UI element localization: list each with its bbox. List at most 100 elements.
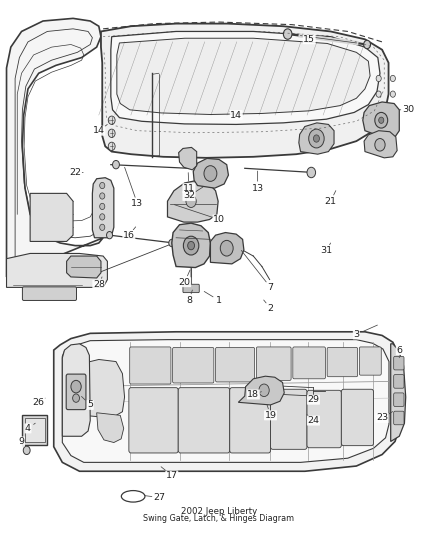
- Circle shape: [390, 75, 396, 82]
- Circle shape: [307, 167, 315, 177]
- Polygon shape: [97, 413, 124, 442]
- Circle shape: [220, 240, 233, 256]
- Circle shape: [309, 129, 324, 148]
- Circle shape: [376, 75, 381, 82]
- Polygon shape: [54, 332, 399, 471]
- Circle shape: [187, 241, 194, 250]
- Text: 27: 27: [153, 493, 165, 502]
- Text: 1: 1: [216, 296, 222, 305]
- Text: 17: 17: [166, 471, 178, 480]
- Polygon shape: [92, 177, 114, 238]
- Polygon shape: [73, 359, 124, 418]
- FancyBboxPatch shape: [183, 284, 199, 293]
- Polygon shape: [62, 340, 389, 463]
- Circle shape: [100, 224, 105, 230]
- Circle shape: [100, 182, 105, 189]
- Circle shape: [186, 195, 196, 207]
- FancyBboxPatch shape: [25, 418, 45, 442]
- FancyBboxPatch shape: [173, 348, 214, 383]
- FancyBboxPatch shape: [129, 387, 178, 453]
- FancyBboxPatch shape: [66, 374, 86, 410]
- Polygon shape: [179, 148, 197, 170]
- Circle shape: [100, 214, 105, 220]
- Circle shape: [184, 236, 199, 255]
- Text: 3: 3: [353, 330, 360, 339]
- Polygon shape: [391, 344, 406, 441]
- Text: 13: 13: [251, 184, 264, 192]
- Circle shape: [100, 193, 105, 199]
- FancyBboxPatch shape: [293, 347, 325, 379]
- FancyBboxPatch shape: [230, 387, 271, 453]
- FancyBboxPatch shape: [130, 347, 171, 384]
- FancyBboxPatch shape: [271, 389, 307, 449]
- Polygon shape: [67, 256, 101, 278]
- Text: 14: 14: [93, 126, 105, 135]
- Text: 16: 16: [123, 231, 135, 240]
- Polygon shape: [101, 23, 389, 158]
- Circle shape: [283, 29, 292, 39]
- FancyBboxPatch shape: [394, 411, 404, 425]
- Polygon shape: [30, 193, 73, 241]
- FancyBboxPatch shape: [307, 390, 341, 448]
- Circle shape: [71, 381, 81, 393]
- Text: 21: 21: [325, 197, 336, 206]
- Polygon shape: [238, 376, 284, 405]
- Circle shape: [376, 91, 381, 97]
- Polygon shape: [364, 131, 397, 158]
- Text: 31: 31: [320, 246, 332, 255]
- Text: 2002 Jeep Liberty: 2002 Jeep Liberty: [181, 507, 257, 516]
- FancyBboxPatch shape: [359, 347, 381, 375]
- Text: Swing Gate, Latch, & Hinges Diagram: Swing Gate, Latch, & Hinges Diagram: [143, 514, 295, 523]
- FancyBboxPatch shape: [327, 348, 358, 377]
- Circle shape: [108, 116, 115, 124]
- Text: 18: 18: [247, 390, 259, 399]
- Polygon shape: [62, 344, 90, 436]
- Text: 8: 8: [186, 296, 192, 305]
- Text: 26: 26: [33, 398, 45, 407]
- Text: 10: 10: [213, 215, 225, 224]
- Circle shape: [375, 139, 385, 151]
- FancyBboxPatch shape: [394, 393, 404, 407]
- Text: 7: 7: [268, 283, 273, 292]
- Circle shape: [375, 112, 388, 128]
- FancyBboxPatch shape: [341, 389, 374, 446]
- Text: 23: 23: [376, 414, 388, 423]
- Polygon shape: [363, 102, 399, 139]
- Text: 4: 4: [25, 424, 31, 433]
- Text: 19: 19: [265, 411, 276, 420]
- Polygon shape: [7, 19, 103, 277]
- Circle shape: [100, 203, 105, 209]
- Text: 30: 30: [402, 106, 414, 114]
- Circle shape: [73, 394, 80, 402]
- Circle shape: [259, 384, 269, 397]
- Text: 22: 22: [69, 168, 81, 177]
- Circle shape: [379, 117, 384, 123]
- Text: 2: 2: [268, 304, 273, 313]
- Text: 28: 28: [93, 280, 105, 289]
- Text: 15: 15: [303, 35, 315, 44]
- Circle shape: [390, 91, 396, 97]
- Polygon shape: [193, 158, 229, 188]
- Text: 6: 6: [396, 345, 402, 354]
- Text: 5: 5: [87, 400, 93, 409]
- Text: 9: 9: [18, 437, 25, 446]
- Circle shape: [169, 239, 175, 247]
- Text: 32: 32: [183, 191, 195, 200]
- FancyBboxPatch shape: [215, 348, 254, 382]
- Text: 14: 14: [230, 110, 242, 119]
- FancyBboxPatch shape: [394, 375, 404, 388]
- FancyBboxPatch shape: [256, 347, 291, 381]
- Circle shape: [108, 142, 115, 150]
- Text: 29: 29: [307, 395, 319, 404]
- Polygon shape: [172, 223, 210, 268]
- FancyBboxPatch shape: [22, 287, 77, 301]
- Text: 20: 20: [179, 278, 191, 287]
- Circle shape: [23, 446, 30, 455]
- Circle shape: [108, 129, 115, 138]
- Polygon shape: [7, 254, 107, 287]
- Text: 13: 13: [131, 199, 144, 208]
- Polygon shape: [210, 232, 244, 264]
- Polygon shape: [167, 180, 218, 222]
- Polygon shape: [111, 31, 380, 124]
- Circle shape: [113, 160, 120, 169]
